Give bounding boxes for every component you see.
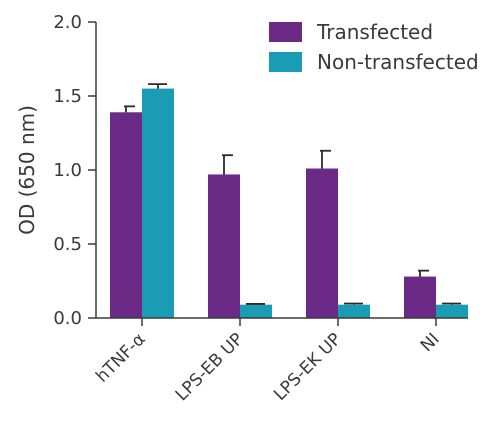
bar-series (110, 88, 468, 318)
bar-transfected (306, 168, 338, 318)
bar-non-transfected (436, 304, 468, 318)
legend-swatch (269, 52, 302, 72)
y-tick-label: 0.0 (53, 308, 82, 329)
y-tick-label: 2.0 (53, 12, 82, 33)
bar-non-transfected (338, 304, 370, 318)
error-bars (124, 83, 461, 305)
x-axis-category-labels: hTNF-α LPS-EB UP LPS-EK UP NI (92, 318, 444, 405)
x-category-label: hTNF-α (92, 329, 149, 386)
bar-transfected (110, 112, 142, 318)
bar-transfected (208, 174, 240, 318)
y-axis-ticks: 0.0 0.5 1.0 1.5 2.0 (53, 12, 96, 329)
x-category-label: LPS-EK UP (270, 329, 345, 404)
axes (95, 22, 468, 319)
legend-label: Transfected (316, 20, 433, 44)
x-category-label: LPS-EB UP (172, 329, 248, 405)
y-tick-label: 0.5 (53, 234, 82, 255)
y-tick-label: 1.5 (53, 86, 82, 107)
x-category-label: NI (417, 329, 444, 356)
bar-non-transfected (240, 304, 272, 318)
legend-label: Non-transfected (317, 50, 479, 74)
bar-non-transfected (142, 88, 174, 318)
legend-swatch (269, 22, 302, 42)
y-tick-label: 1.0 (53, 160, 82, 181)
y-axis-title: OD (650 nm) (15, 105, 39, 235)
bar-transfected (404, 276, 436, 318)
legend: Transfected Non-transfected (269, 20, 479, 74)
